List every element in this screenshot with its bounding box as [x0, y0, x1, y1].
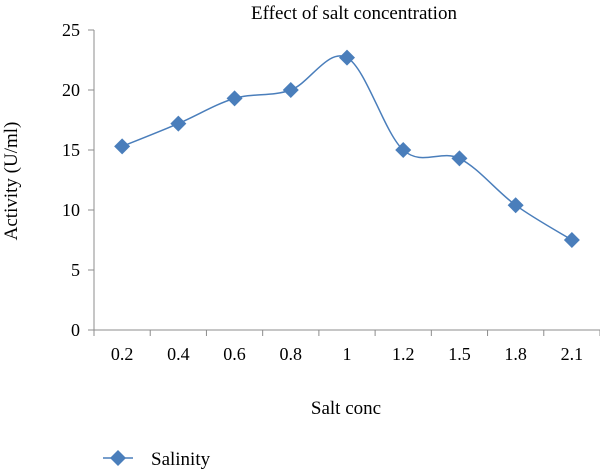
x-axis-label: Salt conc — [311, 398, 381, 419]
chart-title: Effect of salt concentration — [251, 3, 457, 24]
data-point-marker — [563, 232, 580, 248]
y-ticks: 0 5 10 15 20 25 — [62, 20, 94, 340]
x-tick-label: 0.6 — [223, 344, 246, 364]
x-ticks: 0.2 0.4 0.6 0.8 1 1.2 1.5 1.8 2.1 — [93, 330, 600, 364]
data-point-marker — [282, 82, 299, 98]
data-point-marker — [339, 49, 355, 66]
axes — [93, 30, 600, 331]
data-point-marker — [507, 197, 524, 214]
data-point-marker — [170, 115, 187, 132]
x-tick-label: 1.2 — [392, 344, 415, 364]
data-point-marker — [395, 142, 412, 158]
series-layer — [114, 49, 580, 248]
data-point-marker — [451, 150, 468, 167]
legend-marker — [110, 450, 126, 466]
legend: Salinity — [103, 449, 211, 470]
x-tick-label: 0.4 — [167, 344, 190, 364]
y-tick-label: 10 — [62, 200, 80, 220]
series-line — [121, 55, 573, 241]
y-tick-label: 20 — [62, 80, 80, 100]
x-tick-label: 1.5 — [448, 344, 471, 364]
data-point-marker — [226, 90, 243, 107]
x-tick-label: 0.8 — [280, 344, 303, 364]
x-tick-label: 0.2 — [111, 344, 134, 364]
y-tick-label: 0 — [71, 320, 80, 340]
y-tick-label: 5 — [71, 260, 80, 280]
x-tick-label: 1.8 — [504, 344, 527, 364]
x-tick-label: 2.1 — [561, 344, 584, 364]
x-tick-label: 1 — [343, 344, 352, 364]
y-tick-label: 15 — [62, 140, 80, 160]
legend-label: Salinity — [151, 449, 211, 470]
data-point-marker — [114, 138, 131, 155]
y-axis-label: Activity (U/ml) — [1, 122, 22, 241]
y-tick-label: 25 — [62, 20, 80, 40]
